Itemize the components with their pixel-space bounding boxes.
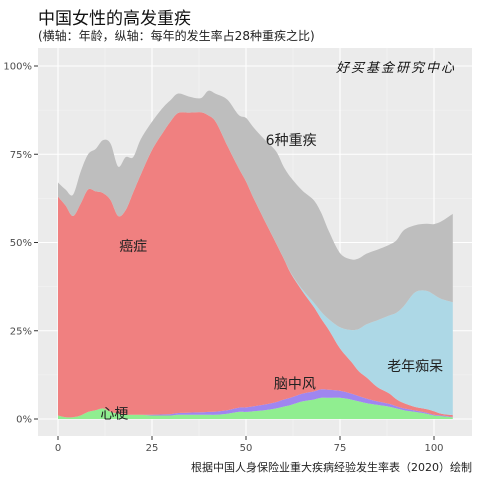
y-tick-label: 50% [10,238,32,249]
y-tick-label: 75% [10,150,32,161]
y-tick-label: 100% [3,62,32,73]
area-label: 6种重疾 [266,133,317,149]
source-caption: 根据中国人身保险业重大疾病经验发生率表（2020）绘制 [191,461,472,474]
area-label: 心梗 [100,407,128,423]
x-tick-label: 50 [240,443,253,454]
area-label: 癌症 [119,239,147,255]
axis-ticks: 0 25 50 75 100 0% 25% 50% 75% 100% [3,62,443,455]
x-tick-label: 75 [334,443,347,454]
area-dementia [58,112,453,416]
x-tick-label: 25 [146,443,159,454]
x-tick-label: 0 [55,443,61,454]
x-tick-label: 100 [424,443,443,454]
area-six-diseases [58,90,453,331]
chart-subtitle: (横轴：年龄，纵轴：每年的发生率占28种重疾之比) [38,29,315,43]
y-tick-label: 25% [10,326,32,337]
area-stroke [58,389,453,418]
area-cancer [58,112,453,418]
area-label: 脑中风 [274,377,316,393]
area-heart-attack [58,397,453,419]
stacked-areas [58,90,453,419]
chart-title: 中国女性的高发重疾 [38,9,191,29]
area-label: 老年痴呆 [387,359,443,375]
y-tick-label: 0% [16,415,32,426]
watermark: 好买基金研究中心 [336,60,456,76]
